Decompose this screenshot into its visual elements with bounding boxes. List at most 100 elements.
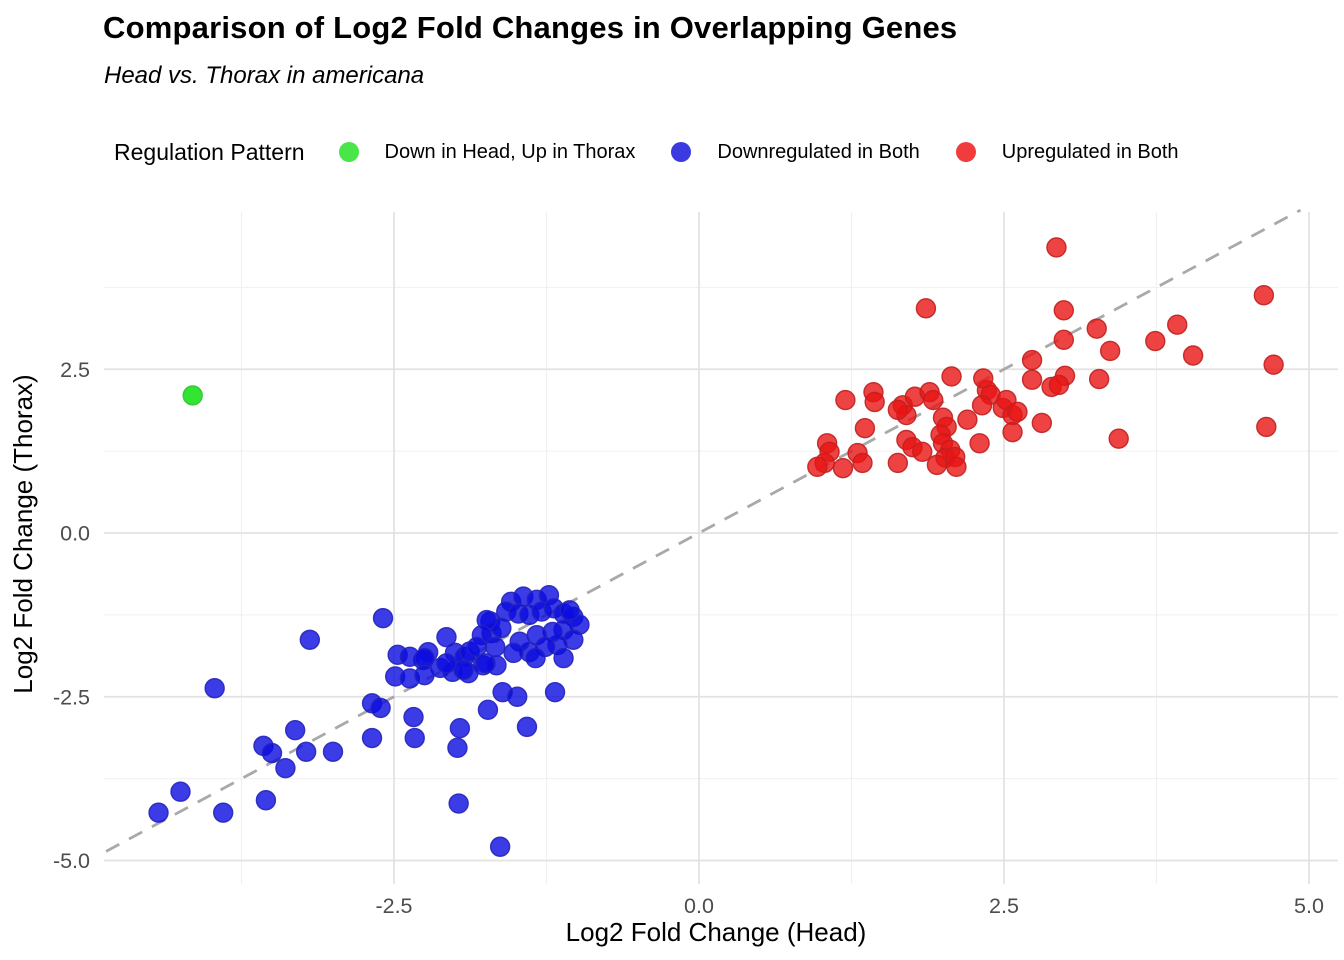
legend-item-label: Downregulated in Both [717,140,920,163]
y-axis-title: Log2 Fold Change (Thorax) [8,374,38,693]
data-point [284,719,306,741]
legend-item-label: Upregulated in Both [1001,140,1179,163]
data-point [170,781,191,802]
data-point [1167,314,1188,335]
legend-key-point-icon [671,142,692,162]
data-point [923,389,944,411]
data-point [832,457,854,479]
legend-item-0: Down in Head, Up in Thorax [338,140,636,164]
x-tick-label: -2.5 [375,894,412,918]
chart-title: Comparison of Log2 Fold Changes in Overl… [103,10,958,45]
legend-item-2: Upregulated in Both [955,140,1179,164]
data-point [1053,300,1074,321]
data-point [915,298,937,319]
data-point [448,793,469,814]
data-point [1088,368,1110,390]
data-point [1253,285,1275,306]
data-point [1263,354,1284,375]
data-point [544,681,566,703]
data-point [414,647,435,669]
data-point [887,399,909,421]
data-point [1007,401,1028,423]
data-point [212,802,234,823]
legend-items: Down in Head, Up in Thorax Downregulated … [338,140,1215,164]
data-point [449,717,471,739]
data-point [489,836,511,857]
data-point [295,741,317,762]
legend: Regulation Pattern Down in Head, Up in T… [114,132,1215,172]
data-point [1046,237,1067,258]
data-point [485,636,506,658]
data-point [1021,369,1043,390]
data-point [1182,345,1204,366]
data-point [403,706,424,728]
data-point [1108,428,1129,449]
legend-key-point-icon [955,142,976,162]
chart-subtitle: Head vs. Thorax in americana [104,62,425,89]
data-point [503,642,524,664]
data-point [912,441,933,462]
data-point [1099,340,1121,362]
data-point [864,391,885,413]
data-point [299,629,321,650]
x-tick-label: 2.5 [989,894,1019,918]
data-point [447,737,468,759]
data-point [322,741,344,762]
data-point [1086,318,1107,339]
data-point [466,636,488,658]
data-point [516,716,538,738]
data-point [436,626,457,648]
legend-key-point-icon [338,142,359,162]
data-point [361,727,383,749]
data-point [835,389,856,411]
y-tick-label: 2.5 [60,358,90,382]
x-tick-label: 0.0 [684,894,714,918]
data-point [372,607,394,629]
data-point [275,757,296,779]
y-tick-label: -5.0 [53,849,90,873]
data-point [475,653,496,674]
data-point [1048,374,1070,396]
data-point [887,452,909,474]
x-tick-label: 5.0 [1294,894,1324,918]
data-point [1053,329,1074,350]
data-point [1021,349,1043,371]
data-point [261,742,283,764]
data-point [525,647,546,669]
data-point [182,385,203,406]
data-point [1002,421,1023,443]
data-point [255,790,277,811]
data-point [807,456,828,478]
data-point [926,454,948,476]
data-point [404,727,425,749]
data-point [946,456,967,478]
legend-title: Regulation Pattern [114,138,305,165]
data-point [507,686,528,707]
data-point [971,395,993,416]
data-point [436,653,457,674]
data-point [414,664,435,686]
identity-reference-line [105,208,1302,853]
data-point [1256,416,1277,438]
data-point [559,600,580,621]
legend-item-label: Down in Head, Up in Thorax [384,140,636,163]
data-point [957,409,978,430]
y-tick-label: -2.5 [53,685,90,709]
data-point [973,368,994,389]
data-point [204,678,225,699]
data-point [148,802,169,823]
legend-item-1: Downregulated in Both [671,140,920,164]
data-point [477,699,499,721]
data-point [969,433,990,454]
data-point [1145,330,1166,352]
x-axis-title: Log2 Fold Change (Head) [566,917,867,947]
data-point [370,697,391,719]
data-point [1031,412,1053,434]
data-point [852,452,873,474]
data-point [854,418,876,439]
data-point [941,366,962,387]
data-point [453,659,474,681]
data-point [553,647,574,669]
